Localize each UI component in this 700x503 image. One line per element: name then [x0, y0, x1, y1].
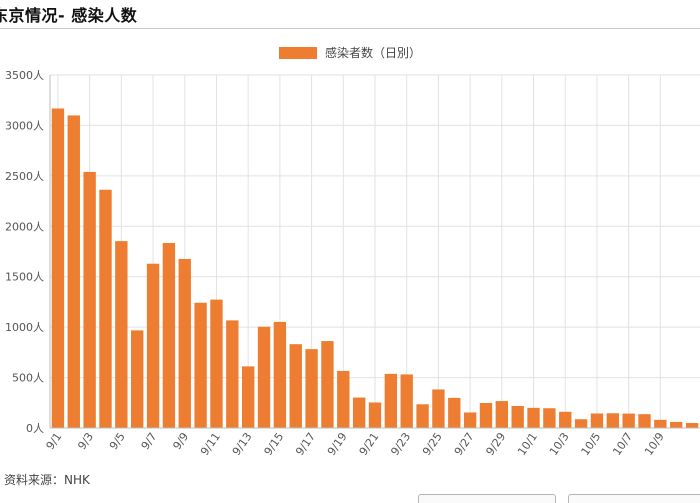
x-tick-label: 9/7	[139, 430, 160, 452]
x-tick-label: 10/3	[547, 430, 572, 458]
source-note: 资料来源：NHK	[4, 473, 90, 487]
bar[interactable]	[368, 402, 382, 428]
bar[interactable]	[210, 299, 223, 428]
x-tick-label: 10/1	[515, 430, 540, 458]
bar[interactable]	[432, 389, 445, 428]
bar[interactable]	[99, 189, 112, 428]
bar[interactable]	[685, 423, 699, 428]
bottom-control-right[interactable]	[568, 494, 700, 503]
bar[interactable]	[257, 326, 271, 428]
x-tick-label: 9/11	[198, 430, 223, 458]
x-tick-label: 9/19	[325, 430, 350, 458]
y-tick-label: 0人	[26, 422, 44, 435]
bar[interactable]	[131, 330, 144, 428]
x-tick-label: 9/9	[170, 430, 191, 452]
bar[interactable]	[51, 108, 65, 429]
bar-series	[51, 108, 699, 429]
legend-label: 感染者数（日別）	[324, 46, 421, 60]
bar[interactable]	[463, 412, 477, 428]
x-tick-label: 10/7	[610, 430, 635, 458]
bar[interactable]	[590, 413, 604, 428]
x-tick-label: 9/25	[420, 430, 445, 458]
bar[interactable]	[559, 411, 572, 428]
bar[interactable]	[273, 321, 287, 428]
bar[interactable]	[511, 406, 524, 428]
bar[interactable]	[606, 413, 619, 428]
bar[interactable]	[352, 397, 366, 428]
bar[interactable]	[146, 263, 160, 428]
x-tick-label: 9/17	[293, 430, 318, 458]
x-tick-label: 9/27	[452, 430, 477, 458]
bar[interactable]	[479, 402, 493, 428]
bar[interactable]	[194, 302, 207, 428]
y-tick-label: 1500人	[5, 271, 44, 284]
bar[interactable]	[226, 320, 239, 428]
y-tick-label: 2000人	[5, 220, 44, 233]
x-axis: 9/1 9/3 9/5 9/7 9/9 9/11 9/13 9/15 9/17 9/19 9/21 9…	[44, 427, 700, 458]
x-tick-label: 9/3	[75, 430, 96, 452]
bar[interactable]	[416, 404, 429, 428]
title-divider	[0, 28, 700, 29]
bar[interactable]	[305, 349, 318, 428]
x-tick-label: 9/15	[262, 430, 287, 458]
y-tick-label: 1000人	[5, 321, 44, 334]
y-tick-label: 2500人	[5, 170, 44, 183]
bar[interactable]	[574, 419, 588, 428]
bottom-control-left[interactable]	[418, 494, 556, 503]
x-tick-label: 9/29	[483, 430, 508, 458]
x-tick-label: 9/21	[357, 430, 382, 458]
bar[interactable]	[527, 407, 540, 428]
x-tick-label: 9/23	[388, 430, 413, 458]
bar[interactable]	[638, 414, 651, 428]
bar[interactable]	[321, 341, 334, 428]
chart-legend[interactable]: 感染者数（日別）	[0, 44, 700, 61]
y-tick-label: 3500人	[5, 69, 44, 82]
bar[interactable]	[162, 243, 176, 428]
page-title: 东京情况- 感染人数	[0, 6, 138, 25]
bar[interactable]	[83, 171, 96, 429]
bar[interactable]	[670, 421, 683, 428]
bar[interactable]	[67, 115, 80, 428]
bar[interactable]	[654, 419, 667, 428]
bar[interactable]	[400, 374, 413, 428]
legend-swatch	[278, 46, 317, 59]
bar[interactable]	[495, 401, 509, 428]
x-tick-label: 10/5	[579, 430, 604, 458]
y-axis: 0人 500人 1000人 1500人 2000人 2500人 3000人 3500人	[5, 69, 51, 435]
x-tick-label: 9/1	[44, 430, 65, 452]
x-tick-label: 9/5	[107, 430, 128, 452]
bar[interactable]	[241, 366, 255, 428]
bar[interactable]	[448, 397, 461, 428]
bar[interactable]	[337, 370, 350, 428]
x-tick-label: 10/9	[642, 430, 667, 458]
bar[interactable]	[543, 408, 556, 428]
bar[interactable]	[178, 258, 191, 428]
bar[interactable]	[289, 344, 302, 428]
y-tick-label: 500人	[12, 372, 44, 385]
bar[interactable]	[115, 241, 128, 428]
y-tick-label: 3000人	[5, 119, 44, 132]
bar[interactable]	[622, 413, 635, 428]
bar[interactable]	[384, 373, 398, 428]
x-tick-label: 9/13	[230, 430, 255, 458]
